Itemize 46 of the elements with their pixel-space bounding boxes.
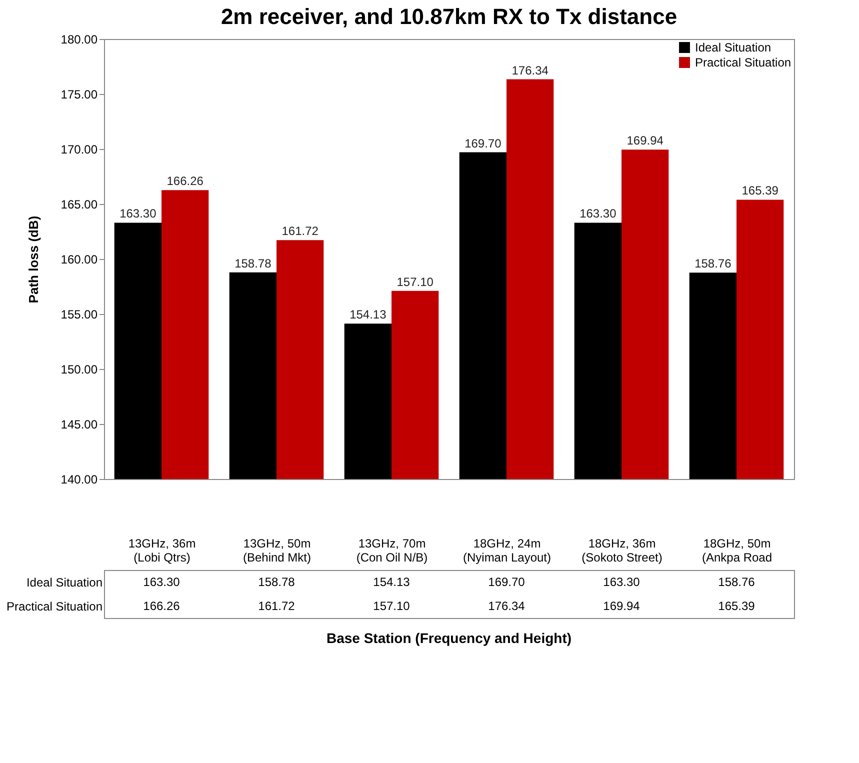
- data-label: 163.30: [143, 575, 180, 589]
- text: 157.10: [396, 274, 434, 289]
- data-label: 163.30: [603, 575, 640, 589]
- data-label: 157.10: [373, 599, 410, 613]
- legend-label: Practical Situation: [695, 56, 792, 70]
- text: 154.13: [350, 308, 386, 322]
- text: 166.26: [166, 174, 204, 188]
- x-tick-label: 13GHz, 36m (Lobi Qtrs): [128, 536, 196, 564]
- x-tick-label: 18GHz, 24m (Nyiman Layout): [462, 536, 552, 564]
- y-tick-label: 170.00: [60, 142, 98, 156]
- text: 161.72: [282, 224, 318, 238]
- y-tick-label: 155.00: [60, 308, 98, 322]
- text: 158.76: [694, 256, 732, 271]
- x-tick-label: 13GHz, 50m (Behind Mkt): [242, 536, 312, 564]
- data-label: 176.34: [488, 599, 526, 613]
- legend-label: Ideal Situation: [695, 40, 772, 54]
- data-label: 161.72: [258, 599, 296, 613]
- y-tick-label: 160.00: [60, 252, 98, 266]
- text: 158.78: [234, 256, 272, 270]
- y-tick-label: 150.00: [60, 362, 98, 376]
- data-label: 169.70: [488, 575, 526, 589]
- x-axis-title: Base Station (Frequency and Height): [326, 630, 572, 646]
- x-tick-label: 18GHz, 50m (Ankpa Road: [702, 536, 772, 564]
- data-label: 158.76: [718, 575, 756, 589]
- chart-title: 2m receiver, and 10.87km RX to Tx distance: [220, 4, 678, 29]
- y-tick-label: 180.00: [60, 32, 98, 46]
- text: 165.39: [742, 184, 778, 198]
- text: 176.34: [512, 63, 548, 78]
- text: Practical Situation: [6, 600, 102, 614]
- text: 163.30: [120, 206, 156, 221]
- data-label: 165.39: [718, 599, 756, 613]
- y-tick-label: 140.00: [60, 472, 98, 486]
- data-label: 169.94: [603, 599, 640, 613]
- text: 163.30: [580, 206, 616, 221]
- data-label: 158.78: [258, 575, 296, 589]
- data-label: 154.13: [373, 575, 410, 589]
- y-tick-label: 145.00: [60, 418, 98, 432]
- data-label: 166.26: [143, 599, 180, 613]
- text: Ideal Situation: [26, 576, 102, 590]
- y-tick-label: 165.00: [60, 198, 98, 212]
- y-tick-label: 175.00: [60, 88, 98, 102]
- x-tick-label: 13GHz, 70m (Con Oil N/B): [356, 536, 428, 564]
- text: 169.94: [626, 134, 664, 148]
- y-axis-title: Path loss (dB): [26, 216, 41, 304]
- text: 169.70: [464, 136, 502, 150]
- x-tick-label: 18GHz, 36m (Sokoto Street): [582, 536, 662, 564]
